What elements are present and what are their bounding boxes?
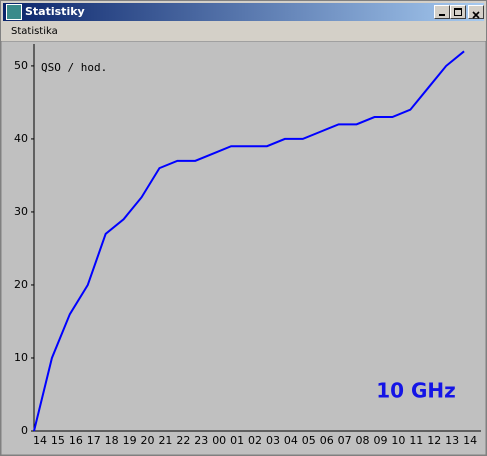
x-tick-label: 16 [69, 434, 83, 447]
x-tick-label: 11 [409, 434, 423, 447]
x-tick-label: 15 [51, 434, 65, 447]
y-tick-label: 30 [14, 205, 28, 218]
close-button[interactable] [468, 5, 484, 19]
x-tick-label: 08 [356, 434, 370, 447]
x-tick-label: 12 [427, 434, 441, 447]
x-tick-label: 07 [338, 434, 352, 447]
x-tick-label: 19 [123, 434, 137, 447]
data-line [33, 50, 465, 432]
x-tick-label: 22 [176, 434, 190, 447]
x-tick-label: 05 [302, 434, 316, 447]
x-tick-label: 18 [105, 434, 119, 447]
y-tick-label: 40 [14, 132, 28, 145]
close-icon [472, 11, 480, 19]
maximize-button[interactable] [450, 5, 466, 19]
x-tick-label: 14 [463, 434, 477, 447]
y-tick-label: 50 [14, 59, 28, 72]
x-tick-label: 13 [445, 434, 459, 447]
x-tick-label: 21 [158, 434, 172, 447]
x-tick-label: 04 [284, 434, 298, 447]
x-tick-label: 01 [230, 434, 244, 447]
window-title: Statistiky [25, 5, 85, 18]
app-icon [6, 4, 22, 20]
x-tick-label: 23 [194, 434, 208, 447]
y-tick-label: 10 [14, 351, 28, 364]
x-tick-label: 02 [248, 434, 262, 447]
y-tick-label: 0 [21, 424, 28, 437]
y-tick-label: 20 [14, 278, 28, 291]
x-tick-label: 06 [320, 434, 334, 447]
x-tick-label: 14 [33, 434, 47, 447]
x-tick-label: 10 [391, 434, 405, 447]
title-bar: Statistiky [3, 3, 484, 21]
x-tick-label: 00 [212, 434, 226, 447]
band-label: 10 GHz [376, 379, 456, 403]
menu-item[interactable]: Statistika [11, 26, 58, 37]
x-tick-label: 17 [87, 434, 101, 447]
y-axis-caption: QSO / hod. [41, 61, 107, 74]
x-tick-label: 03 [266, 434, 280, 447]
x-tick-label: 09 [373, 434, 387, 447]
plot-background [1, 41, 486, 455]
menu-bar: Statistika [1, 22, 486, 40]
x-tick-label: 20 [141, 434, 155, 447]
minimize-button[interactable] [434, 5, 450, 19]
